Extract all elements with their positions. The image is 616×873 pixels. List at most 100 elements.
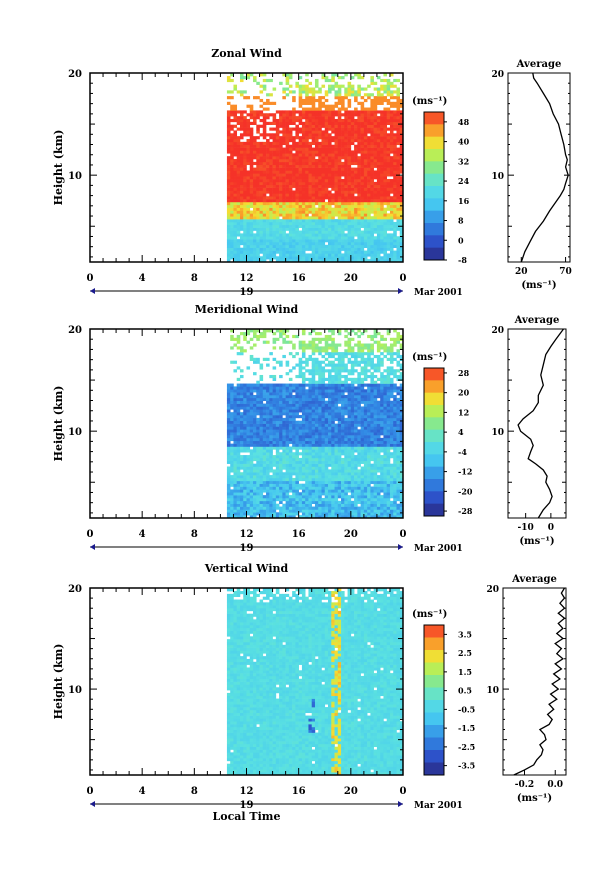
heatmap-cell <box>305 475 309 479</box>
heatmap-cell <box>373 241 378 246</box>
heatmap-cell <box>318 380 322 384</box>
heatmap-cell <box>311 147 316 151</box>
heatmap-cell <box>279 193 283 197</box>
heatmap-cell <box>239 515 244 519</box>
heatmap-cell <box>376 161 381 166</box>
heatmap-cell <box>233 397 238 402</box>
heatmap-cell <box>305 500 309 504</box>
heatmap-cell <box>266 415 270 419</box>
heatmap-cell <box>226 420 231 424</box>
heatmap-cell <box>360 236 365 240</box>
heatmap-cell <box>298 224 303 228</box>
heatmap-cell <box>331 397 335 402</box>
heatmap-cell <box>239 392 244 396</box>
heatmap-cell <box>314 244 319 248</box>
heatmap-cell <box>292 219 296 223</box>
heatmap-cell <box>236 144 241 148</box>
heatmap-cell <box>360 239 365 243</box>
heatmap-cell <box>262 121 267 125</box>
heatmap-cell <box>301 397 306 402</box>
heatmap-cell <box>373 121 378 125</box>
heatmap-cell <box>266 329 270 333</box>
heatmap-cell <box>259 176 264 180</box>
heatmap-cell <box>266 167 270 171</box>
heatmap-cell <box>347 156 352 160</box>
heatmap-cell <box>337 176 342 180</box>
heatmap-cell <box>314 460 319 464</box>
heatmap-cell <box>239 466 244 470</box>
heatmap-cell <box>233 360 238 364</box>
heatmap-cell <box>314 253 319 257</box>
heatmap-cell <box>354 139 358 143</box>
heatmap-cell <box>337 170 342 174</box>
heatmap-cell <box>292 250 296 254</box>
heatmap-cell <box>239 352 244 356</box>
heatmap-cell <box>331 107 335 111</box>
heatmap-cell <box>272 457 277 462</box>
heatmap-cell <box>321 110 326 114</box>
heatmap-cell <box>311 196 316 200</box>
heatmap-cell <box>334 93 339 97</box>
heatmap-cell <box>324 181 329 186</box>
heatmap-cell <box>275 190 280 194</box>
heatmap-cell <box>285 417 290 422</box>
heatmap-cell <box>396 199 401 203</box>
heatmap-cell <box>243 247 247 251</box>
heatmap-cell <box>314 486 319 490</box>
heatmap-cell <box>331 480 335 484</box>
heatmap-cell <box>239 141 244 146</box>
heatmap-cell <box>367 184 371 188</box>
heatmap-cell <box>288 256 293 260</box>
heatmap-cell <box>236 199 241 203</box>
heatmap-cell <box>233 141 238 146</box>
heatmap-cell <box>236 415 241 419</box>
heatmap-cell <box>321 196 326 200</box>
heatmap-cell <box>314 230 319 234</box>
heatmap-cell <box>396 164 401 168</box>
heatmap-cell <box>383 156 387 160</box>
y-axis-label: Height (km) <box>52 130 65 206</box>
heatmap-cell <box>243 253 247 257</box>
heatmap-cell <box>314 161 319 166</box>
heatmap-cell <box>350 247 355 251</box>
heatmap-cell <box>256 216 260 220</box>
heatmap-cell <box>363 176 368 180</box>
colorbar-swatch <box>424 235 444 249</box>
heatmap-cell <box>236 515 241 519</box>
heatmap-cell <box>363 221 368 226</box>
heatmap-cell <box>262 116 267 120</box>
heatmap-cell <box>256 253 260 257</box>
heatmap-cell <box>279 204 283 208</box>
heatmap-cell <box>246 121 251 125</box>
heatmap-cell <box>288 340 293 344</box>
heatmap-cell <box>360 141 365 146</box>
heatmap-cell <box>324 506 329 510</box>
heatmap-cell <box>324 161 329 166</box>
heatmap-cell <box>380 241 384 246</box>
heatmap-cell <box>292 437 296 442</box>
heatmap-cell <box>249 170 254 174</box>
heatmap-cell <box>226 426 231 430</box>
heatmap-cell <box>230 159 234 163</box>
heatmap-cell <box>243 395 247 399</box>
heatmap-cell <box>243 118 247 123</box>
heatmap-cell <box>344 247 348 251</box>
heatmap-cell <box>331 437 335 442</box>
heatmap-cell <box>230 156 234 160</box>
heatmap-cell <box>367 164 371 168</box>
heatmap-cell <box>259 515 264 519</box>
heatmap-cell <box>318 366 322 370</box>
heatmap-cell <box>233 415 238 419</box>
heatmap-cell <box>292 426 296 430</box>
heatmap-cell <box>308 216 313 220</box>
heatmap-cell <box>357 90 361 94</box>
heatmap-cell <box>249 397 254 402</box>
heatmap-cell <box>282 443 286 447</box>
colorbar-tick-label: -8 <box>458 255 467 265</box>
heatmap-cell <box>246 483 251 487</box>
heatmap-cell <box>350 259 355 263</box>
heatmap-cell <box>324 395 329 399</box>
heatmap-cell <box>269 400 273 404</box>
heatmap-cell <box>380 207 384 211</box>
heatmap-cell <box>331 337 335 341</box>
